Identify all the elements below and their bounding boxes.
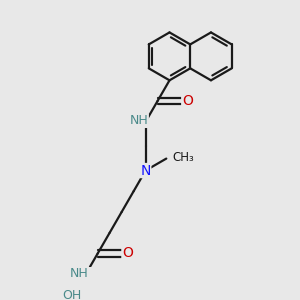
Text: NH: NH — [130, 114, 148, 128]
Text: NH: NH — [70, 267, 88, 280]
Text: O: O — [182, 94, 193, 108]
Text: O: O — [122, 247, 133, 260]
Text: CH₃: CH₃ — [172, 151, 194, 164]
Text: N: N — [140, 164, 151, 178]
Text: OH: OH — [62, 290, 82, 300]
